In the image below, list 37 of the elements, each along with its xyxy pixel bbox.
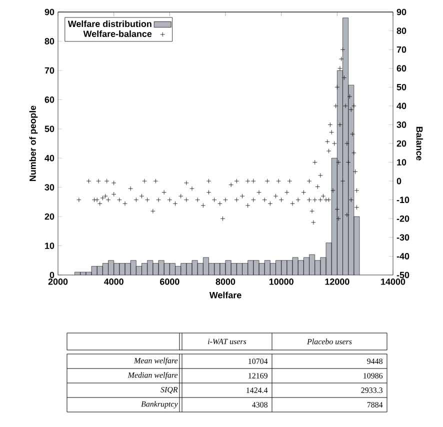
y-tick-label: 80 — [44, 38, 54, 44]
y2-tick-label: 50 — [396, 84, 406, 90]
x-tick-label: 2000 — [48, 278, 68, 285]
y-tick-label: 60 — [44, 96, 54, 103]
y-axis-title: Number of people — [29, 106, 38, 182]
legend-label: Welfare distribution — [68, 20, 152, 28]
y-tick-label: 20 — [44, 213, 54, 220]
y-tick-label: 10 — [45, 242, 54, 249]
y2-axis-title: Balance — [416, 126, 423, 160]
y2-tick-label: -50 — [396, 272, 410, 278]
x-tick-label: 14000 — [381, 278, 406, 285]
x-tick-label: 8000 — [216, 278, 236, 285]
y2-tick-label: 40 — [396, 102, 406, 110]
y2-tick-label: 60 — [396, 65, 406, 72]
legend-label: Welfare-balance — [83, 30, 152, 38]
x-axis-title: Welfare — [209, 292, 242, 298]
y-tick-label: 50 — [44, 126, 54, 132]
y2-tick-label: 0 — [396, 178, 402, 184]
y2-tick-label: 80 — [396, 28, 406, 34]
x-tick-label: 10000 — [269, 278, 294, 285]
x-tick-label: 6000 — [160, 278, 180, 285]
y-tick-label: 40 — [44, 154, 54, 162]
y2-tick-label: 10 — [397, 159, 406, 166]
y2-tick-label: 90 — [396, 8, 406, 16]
y2-tick-label: -20 — [396, 215, 410, 222]
y-tick-label: 0 — [50, 272, 54, 278]
y2-tick-label: 70 — [396, 46, 406, 53]
y-tick-label: 90 — [44, 8, 54, 16]
y2-tick-label: -40 — [396, 253, 410, 260]
y2-tick-label: -30 — [396, 234, 410, 241]
x-tick-label: 12000 — [325, 278, 350, 285]
y2-tick-label: 20 — [396, 140, 406, 147]
y-tick-label: 30 — [44, 184, 54, 191]
y2-tick-label: 30 — [396, 122, 406, 128]
x-tick-label: 4000 — [104, 278, 124, 285]
y-tick-label: 70 — [44, 67, 54, 74]
y2-tick-label: -10 — [396, 196, 410, 204]
